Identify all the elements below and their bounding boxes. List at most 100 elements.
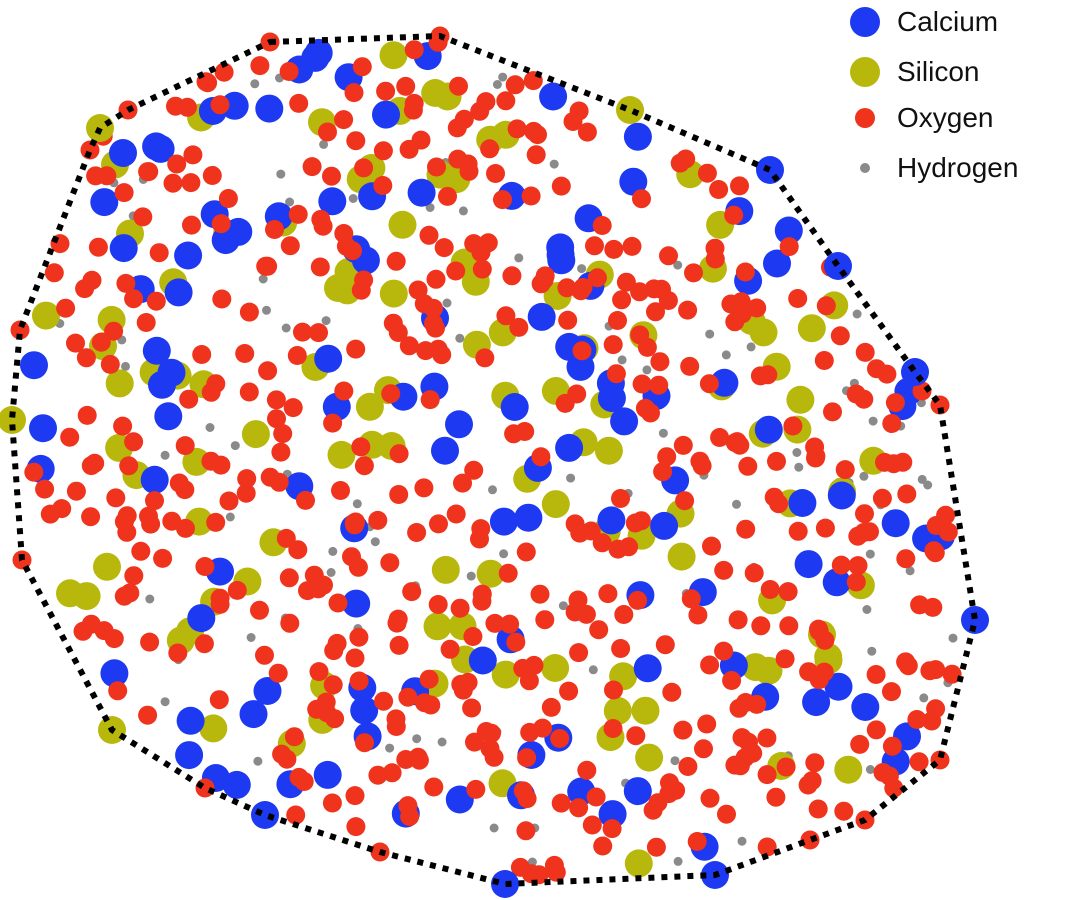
oxygen-atom [119,456,139,476]
calcium-atom [164,278,193,307]
atoms-layer [0,26,989,898]
oxygen-atom [788,289,808,308]
silicon-atom [631,696,660,725]
oxygen-atom [352,57,372,77]
oxygen-atom [480,139,500,159]
hydrogen-atom [412,734,422,744]
oxygen-atom [738,456,758,476]
oxygen-atom [434,238,454,258]
oxygen-atom [604,680,623,700]
oxygen-atom [331,481,350,500]
oxygen-atom [802,771,822,791]
oxygen-atom [407,523,427,542]
calcium-atom [754,415,783,444]
oxygen-atom [280,236,300,256]
oxygen-atom [374,691,394,711]
calcium-atom [372,100,400,129]
silicon-atom [594,436,623,465]
oxygen-atom [493,190,512,210]
oxygen-atom [349,627,369,647]
oxygen-atom [302,157,322,177]
oxygen-atom [730,756,750,776]
calcium-atom [109,234,138,263]
calcium-atom [555,433,584,462]
oxygen-atom [404,93,424,113]
oxygen-atom [239,382,259,402]
oxygen-atom [183,145,203,165]
oxygen-atom [206,512,226,532]
hydrogen-atom [258,274,268,284]
hydrogen-atom [489,823,499,833]
oxygen-atom [530,584,550,604]
oxygen-atom [279,568,299,588]
legend-label-calcium: Calcium [897,6,999,37]
calcium-atom [154,402,183,431]
oxygen-atom [271,442,291,462]
oxygen-atom [296,490,315,510]
oxygen-atom [577,122,597,142]
oxygen-atom [311,209,331,229]
oxygen-atom [446,261,466,281]
oxygen-atom [535,266,555,286]
oxygen-atom [286,805,306,825]
calcium-atom [222,770,251,799]
calcium-atom [251,801,279,829]
oxygen-atom [867,359,886,379]
oxygen-atom [310,257,330,277]
oxygen-atom [516,821,536,841]
oxygen-atom [855,342,875,362]
oxygen-atom [427,157,446,177]
oxygen-atom [509,317,529,337]
oxygen-atom [760,580,780,599]
oxygen-atom [614,605,634,624]
oxygen-atom [459,161,479,181]
silicon-atom [797,314,826,343]
oxygen-atom [926,516,946,535]
calcium-atom [318,187,347,216]
hydrogen-atom [326,568,336,577]
hydrogen-atom [868,416,878,426]
oxygen-atom [424,298,443,318]
silicon-atom [105,369,134,398]
calcium-atom [822,568,851,597]
oxygen-atom [56,298,76,318]
hydrogen-atom [498,72,508,82]
oxygen-atom [177,97,197,117]
hydrogen-atom [527,857,537,867]
hydrogen-atom [558,601,568,611]
oxygen-atom [521,864,541,884]
oxygen-atom [767,451,786,471]
silicon-atom [667,542,696,571]
oxygen-atom [334,224,354,243]
calcium-atom [350,696,379,725]
silicon-atom [834,755,863,784]
oxygen-atom [258,256,278,276]
oxygen-atom [585,236,604,256]
oxygen-atom [573,278,593,297]
calcium-atom [710,368,739,397]
oxygen-atom [284,727,304,747]
hydrogen-atom [499,549,509,559]
oxygen-atom [517,789,537,809]
oxygen-atom [398,687,418,707]
oxygen-atom [399,336,419,356]
hydrogen-atom [145,594,155,604]
oxygen-atom [681,589,701,609]
oxygen-atom [602,819,622,839]
hydrogen-atom [121,361,130,371]
oxygen-atom [298,581,317,601]
calcium-atom [514,503,543,532]
oxygen-atom [219,491,239,511]
oxygen-atom [662,682,682,702]
oxygen-atom [897,484,917,504]
oxygen-atom [823,402,842,422]
silicon-atom [476,559,505,588]
oxygen-atom [289,767,309,787]
oxygen-atom [381,384,401,404]
oxygen-atom [498,563,518,583]
oxygen-atom [476,722,496,741]
oxygen-atom [751,616,771,636]
oxygen-atom [100,354,120,374]
oxygen-atom [373,141,393,161]
